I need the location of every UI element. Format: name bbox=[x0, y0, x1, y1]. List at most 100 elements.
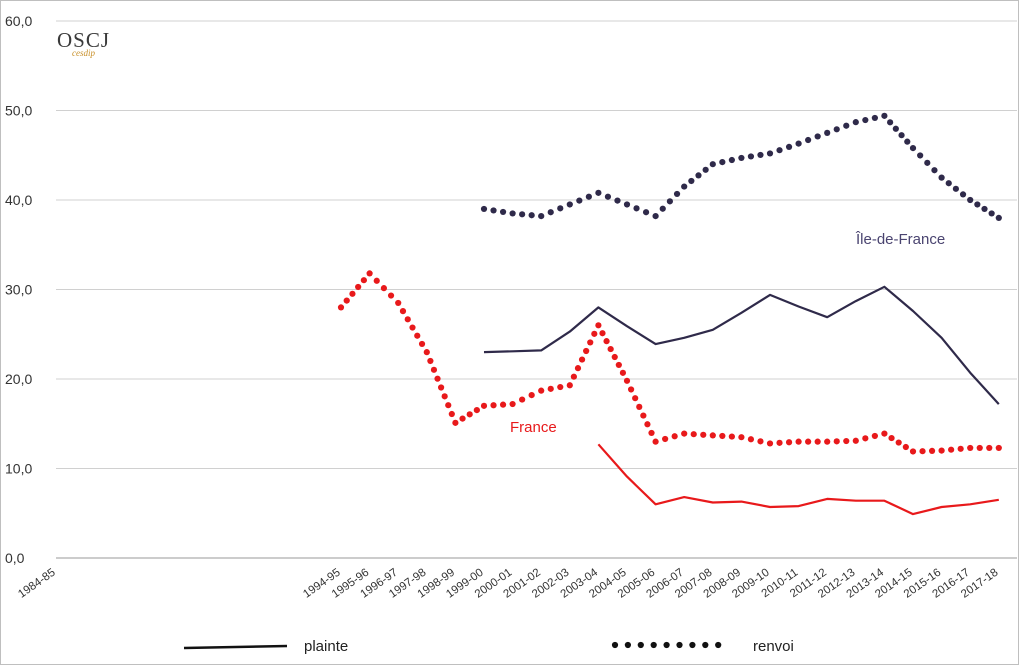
series-dot bbox=[434, 375, 441, 382]
series-line bbox=[597, 443, 999, 516]
series-dot bbox=[547, 209, 554, 216]
series-dot bbox=[959, 191, 967, 198]
series-dot bbox=[380, 285, 387, 292]
series-dot bbox=[928, 447, 936, 454]
series--le-de-france-plainte bbox=[483, 285, 1000, 405]
series-dot bbox=[557, 383, 564, 391]
series-dot bbox=[644, 421, 651, 428]
legend: plainte renvoi bbox=[183, 638, 794, 655]
series-dot bbox=[892, 125, 899, 132]
series-dot bbox=[898, 132, 905, 139]
series-dot bbox=[833, 438, 840, 445]
series-dot bbox=[528, 212, 535, 219]
series-dot bbox=[490, 207, 497, 214]
series-dot bbox=[747, 153, 755, 160]
data-point bbox=[652, 213, 659, 220]
data-point bbox=[766, 440, 774, 447]
series-dot bbox=[952, 185, 960, 192]
series-dot bbox=[599, 330, 606, 337]
series-dot bbox=[757, 151, 764, 159]
series-dot bbox=[583, 347, 590, 355]
series-dot bbox=[473, 407, 480, 414]
data-point bbox=[337, 304, 345, 311]
series-dot bbox=[988, 210, 995, 217]
series-dot bbox=[614, 197, 621, 204]
data-point bbox=[881, 430, 888, 437]
series-dot bbox=[528, 392, 535, 399]
series-dot bbox=[585, 193, 592, 200]
series-dot bbox=[976, 444, 983, 452]
series-dot bbox=[785, 143, 793, 150]
series-dot bbox=[666, 198, 674, 205]
series-dot bbox=[445, 402, 452, 409]
data-point bbox=[509, 400, 516, 408]
series-dot bbox=[924, 159, 931, 166]
series-dot bbox=[418, 340, 426, 348]
series-dot bbox=[648, 429, 655, 437]
annotation-france: France bbox=[510, 419, 557, 436]
series-dot bbox=[611, 353, 618, 361]
y-tick-label: 50,0 bbox=[5, 103, 32, 119]
series-dot bbox=[671, 433, 678, 440]
series-dot bbox=[430, 366, 438, 373]
series-dot bbox=[919, 448, 926, 455]
data-point bbox=[824, 129, 831, 136]
data-point bbox=[909, 448, 917, 455]
series-dot bbox=[862, 116, 869, 124]
series-dot bbox=[570, 373, 577, 380]
series-dot bbox=[576, 197, 583, 204]
series-dot bbox=[557, 205, 564, 212]
data-point bbox=[480, 402, 488, 409]
series-dot bbox=[805, 438, 812, 445]
series-dot bbox=[981, 205, 988, 213]
legend-dot bbox=[650, 641, 657, 649]
data-point bbox=[852, 437, 859, 444]
series-dot bbox=[343, 297, 350, 304]
series-dot bbox=[448, 410, 455, 418]
data-point bbox=[595, 189, 602, 196]
legend-dot bbox=[702, 641, 709, 649]
series-dot bbox=[438, 384, 445, 391]
data-point bbox=[766, 150, 774, 157]
series-dot bbox=[747, 436, 755, 443]
series-dot bbox=[636, 403, 643, 410]
series-dot bbox=[633, 205, 640, 212]
data-point bbox=[738, 154, 745, 162]
series-dot bbox=[603, 338, 610, 345]
data-point bbox=[566, 382, 573, 389]
y-tick-label: 40,0 bbox=[5, 192, 32, 208]
series-dot bbox=[695, 172, 702, 179]
series-dot bbox=[931, 167, 938, 174]
series-dot bbox=[490, 402, 497, 409]
legend-dot bbox=[676, 641, 683, 649]
series-dot bbox=[466, 411, 473, 418]
data-point bbox=[566, 201, 573, 208]
logo: OSCJ cesdip bbox=[57, 28, 109, 58]
data-point bbox=[995, 214, 1002, 221]
series-dot bbox=[607, 345, 614, 353]
series-dot bbox=[776, 147, 783, 154]
data-point bbox=[938, 174, 945, 181]
data-point bbox=[395, 299, 402, 307]
series-dot bbox=[728, 156, 735, 164]
data-point bbox=[709, 432, 716, 439]
series-dot bbox=[604, 193, 612, 200]
data-point bbox=[909, 144, 917, 152]
data-point bbox=[938, 447, 945, 454]
data-point bbox=[967, 196, 974, 204]
series-dot bbox=[719, 159, 726, 166]
series-dot bbox=[862, 435, 869, 442]
data-point bbox=[595, 322, 602, 329]
series-dot bbox=[690, 431, 697, 438]
series-dot bbox=[355, 283, 362, 291]
series-dot bbox=[427, 357, 434, 365]
legend-renvoi-swatch bbox=[611, 641, 722, 649]
y-tick-label: 0,0 bbox=[5, 550, 25, 566]
series-dot bbox=[409, 324, 416, 331]
series-dot bbox=[640, 412, 647, 419]
data-point bbox=[795, 140, 802, 147]
grid bbox=[56, 20, 1017, 559]
series-dot bbox=[404, 316, 411, 323]
series-dot bbox=[895, 439, 902, 446]
legend-dot bbox=[663, 641, 670, 649]
